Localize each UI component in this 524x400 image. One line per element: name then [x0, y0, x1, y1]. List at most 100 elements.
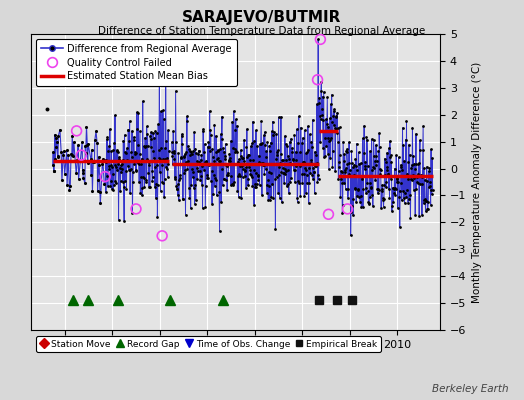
Point	[190, 185, 198, 191]
Point	[143, 131, 151, 137]
Point	[169, 148, 178, 154]
Point	[314, 176, 323, 182]
Point	[270, 161, 278, 168]
Point	[413, 173, 421, 180]
Point	[412, 186, 421, 192]
Point	[287, 136, 295, 142]
Point	[401, 190, 409, 196]
Point	[378, 194, 387, 201]
Point	[132, 167, 140, 173]
Point	[138, 192, 146, 198]
Point	[174, 192, 182, 198]
Point	[377, 167, 385, 174]
Point	[116, 188, 124, 194]
Point	[188, 151, 196, 158]
Point	[401, 136, 410, 143]
Point	[171, 88, 180, 94]
Point	[141, 134, 149, 141]
Point	[322, 116, 330, 122]
Point	[285, 156, 293, 162]
Point	[150, 184, 159, 190]
Point	[105, 165, 114, 172]
Point	[123, 145, 131, 151]
Point	[427, 187, 435, 194]
Point	[337, 169, 346, 175]
Point	[408, 177, 416, 183]
Point	[302, 180, 311, 186]
Point	[334, 176, 343, 182]
Point	[401, 173, 409, 179]
Point	[132, 150, 140, 156]
Point	[299, 135, 307, 141]
Point	[83, 160, 92, 167]
Point	[156, 188, 165, 194]
Point	[60, 171, 69, 178]
Point	[70, 139, 78, 145]
Point	[276, 160, 285, 167]
Point	[324, 123, 333, 130]
Point	[349, 196, 357, 202]
Point	[257, 141, 265, 148]
Point	[221, 156, 230, 162]
Point	[381, 159, 390, 165]
Point	[231, 146, 239, 153]
Point	[126, 166, 135, 173]
Point	[195, 159, 203, 165]
Point	[289, 156, 297, 163]
Point	[270, 161, 279, 168]
Point	[146, 184, 154, 191]
Point	[94, 177, 102, 184]
Point	[396, 180, 405, 187]
Point	[165, 148, 173, 154]
Point	[92, 128, 100, 134]
Point	[410, 174, 418, 181]
Point	[224, 171, 233, 178]
Point	[329, 148, 337, 155]
Point	[102, 189, 110, 196]
Point	[425, 165, 434, 172]
Point	[256, 141, 264, 148]
Point	[196, 177, 204, 184]
Point	[233, 122, 241, 129]
Point	[237, 147, 245, 153]
Point	[115, 154, 123, 160]
Point	[214, 155, 223, 162]
Point	[187, 149, 195, 155]
Point	[290, 160, 298, 167]
Point	[112, 164, 121, 170]
Point	[339, 202, 347, 208]
Point	[268, 128, 276, 134]
Point	[389, 199, 397, 205]
Point	[68, 132, 77, 139]
Point	[357, 193, 365, 199]
Point	[403, 170, 411, 177]
Point	[242, 164, 250, 171]
Point	[78, 167, 86, 174]
Point	[356, 199, 364, 205]
Point	[282, 183, 291, 190]
Point	[230, 108, 238, 114]
Point	[231, 149, 239, 155]
Point	[326, 101, 335, 107]
Point	[187, 205, 195, 212]
Point	[234, 158, 242, 165]
Point	[228, 119, 236, 125]
Point	[355, 161, 364, 167]
Point	[249, 167, 258, 173]
Point	[351, 185, 359, 192]
Point	[316, 36, 324, 42]
Point	[250, 180, 259, 187]
Point	[395, 194, 403, 200]
Point	[143, 123, 151, 130]
Point	[254, 172, 262, 178]
Point	[417, 173, 425, 180]
Point	[242, 185, 250, 192]
Point	[138, 185, 147, 191]
Y-axis label: Monthly Temperature Anomaly Difference (°C): Monthly Temperature Anomaly Difference (…	[472, 61, 482, 303]
Point	[220, 176, 228, 182]
Point	[78, 139, 86, 145]
Point	[287, 175, 296, 181]
Point	[279, 170, 288, 176]
Point	[377, 188, 386, 194]
Point	[385, 195, 394, 201]
